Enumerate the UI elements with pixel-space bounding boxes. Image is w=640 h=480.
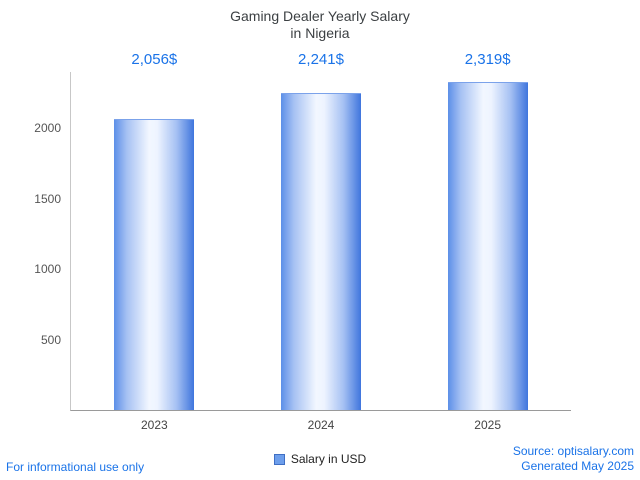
chart-title-line2: in Nigeria [290,25,350,41]
footer-source-link[interactable]: Source: optisalary.com [512,444,634,458]
legend: Salary in USD [0,452,640,466]
bar [281,93,361,410]
y-tick-label: 500 [40,332,61,347]
y-tick-label: 1000 [34,262,61,277]
y-tick-label: 2000 [34,121,61,136]
x-tick-label: 2025 [474,418,502,432]
bar-value-label: 2,319$ [464,51,511,68]
bar [114,119,195,410]
footer-generated: Generated May 2025 [521,459,634,473]
legend-label: Salary in USD [290,452,367,466]
footer-disclaimer: For informational use only [6,460,145,474]
chart-title-line1: Gaming Dealer Yearly Salary [230,8,410,24]
bar-value-label: 2,241$ [298,51,344,68]
x-tick-label: 2024 [307,418,335,432]
x-tick-label: 2023 [140,418,168,432]
bar [447,82,528,410]
chart-title: Gaming Dealer Yearly Salary in Nigeria [0,8,640,42]
plot-area: 500 1000 1500 2000 2,056$ 2023 2,241$ 2024 2,319… [34,51,571,432]
legend-swatch-icon [273,453,285,465]
y-tick-label: 1500 [34,191,61,206]
bar-value-label: 2,056$ [131,51,178,68]
footer-attribution: Source: optisalary.com Generated May 202… [513,444,634,474]
